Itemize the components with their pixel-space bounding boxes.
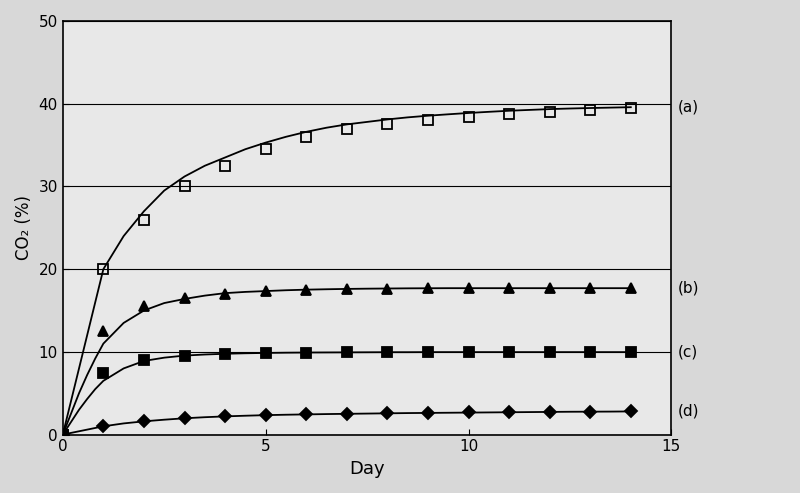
Text: (b): (b): [678, 281, 699, 296]
Text: (a): (a): [678, 100, 698, 115]
Text: (d): (d): [678, 404, 699, 419]
Y-axis label: CO₂ (%): CO₂ (%): [15, 195, 33, 260]
X-axis label: Day: Day: [350, 460, 385, 478]
Text: (c): (c): [678, 345, 698, 359]
